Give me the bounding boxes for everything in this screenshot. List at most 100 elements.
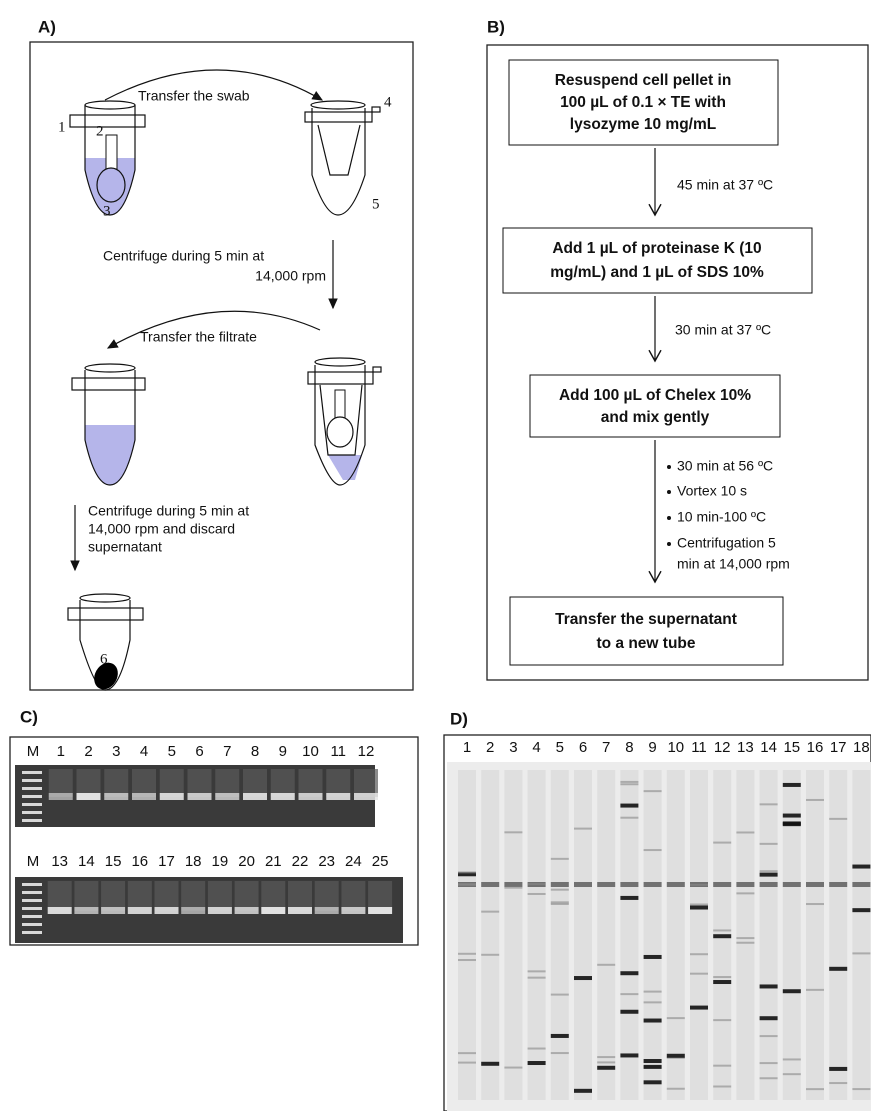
- box-text: lysozyme 10 mg/mL: [570, 116, 716, 133]
- lane-label: 15: [783, 739, 800, 756]
- tube: [305, 101, 380, 215]
- band: [760, 984, 778, 988]
- lane-label: 17: [158, 853, 175, 870]
- smear: [806, 770, 824, 1100]
- ladder-band: [22, 899, 42, 902]
- smear: [77, 769, 101, 797]
- band: [760, 882, 778, 887]
- part-label: 6: [100, 651, 108, 667]
- band: [852, 908, 870, 912]
- box-text: Add 1 µL of proteinase K (10: [552, 240, 761, 257]
- lane-label: M: [27, 743, 40, 760]
- lane-label: 6: [579, 739, 587, 756]
- band: [481, 882, 499, 887]
- band: [620, 971, 638, 975]
- band: [77, 793, 101, 800]
- box-text: to a new tube: [596, 635, 695, 652]
- band: [551, 994, 569, 996]
- lane-label: 16: [807, 739, 824, 756]
- lane-label: 24: [345, 853, 362, 870]
- lane-label: 6: [195, 743, 203, 760]
- band: [74, 907, 98, 914]
- band: [551, 1052, 569, 1054]
- band: [690, 953, 708, 955]
- band: [458, 1062, 476, 1064]
- band: [49, 793, 73, 800]
- band: [620, 1053, 638, 1057]
- smear: [48, 881, 72, 911]
- lane-label: 9: [648, 739, 656, 756]
- smear: [128, 881, 152, 911]
- band: [574, 882, 592, 887]
- lane-label: 25: [372, 853, 389, 870]
- band: [644, 849, 662, 851]
- band: [644, 991, 662, 993]
- lane-label: 7: [602, 739, 610, 756]
- bullet: [667, 465, 671, 469]
- lane-label: 23: [318, 853, 335, 870]
- lane-label: 20: [238, 853, 255, 870]
- band: [188, 793, 212, 800]
- step-box: [510, 597, 783, 665]
- band: [713, 842, 731, 844]
- band: [667, 882, 685, 887]
- band: [481, 1062, 499, 1066]
- band: [620, 781, 638, 783]
- band: [551, 858, 569, 860]
- lane-label: 18: [185, 853, 202, 870]
- band: [852, 865, 870, 869]
- smear: [354, 769, 378, 797]
- bullet: [667, 542, 671, 546]
- band: [597, 1061, 615, 1063]
- band: [713, 1065, 731, 1067]
- ladder-band: [22, 907, 42, 910]
- band: [299, 793, 323, 800]
- smear: [326, 769, 350, 797]
- lane-label: 5: [556, 739, 564, 756]
- smear: [315, 881, 339, 911]
- tube: [308, 358, 381, 485]
- lane-label: 7: [223, 743, 231, 760]
- band: [181, 907, 205, 914]
- step-text: Vortex 10 s: [677, 483, 747, 499]
- band: [354, 793, 378, 800]
- band: [713, 882, 731, 887]
- band: [783, 814, 801, 818]
- band: [667, 1017, 685, 1019]
- band: [481, 911, 499, 913]
- band: [243, 793, 267, 800]
- part-label: 5: [372, 196, 380, 212]
- smear: [243, 769, 267, 797]
- ladder-band: [22, 915, 42, 918]
- smear: [101, 881, 125, 911]
- step-box: [503, 228, 812, 293]
- band: [326, 793, 350, 800]
- band: [760, 843, 778, 845]
- lane-label: 9: [279, 743, 287, 760]
- band: [215, 793, 239, 800]
- band: [852, 952, 870, 954]
- band: [713, 1019, 731, 1021]
- band: [852, 882, 870, 887]
- band: [551, 889, 569, 891]
- lane-label: 4: [140, 743, 148, 760]
- lane-label: 13: [737, 739, 754, 756]
- band: [690, 1006, 708, 1010]
- band: [690, 906, 708, 910]
- smear: [235, 881, 259, 911]
- band: [667, 1088, 685, 1090]
- band: [597, 1056, 615, 1058]
- band: [760, 1077, 778, 1079]
- band: [713, 929, 731, 931]
- band: [783, 821, 801, 825]
- lane-label: 4: [532, 739, 540, 756]
- band: [760, 1035, 778, 1037]
- band: [644, 882, 662, 887]
- band: [620, 804, 638, 808]
- step-text: Centrifuge during 5 min at: [103, 248, 264, 264]
- band: [713, 980, 731, 984]
- lane-label: 2: [486, 739, 494, 756]
- panel-label: A): [38, 17, 56, 36]
- smear: [620, 770, 638, 1100]
- band: [760, 1016, 778, 1020]
